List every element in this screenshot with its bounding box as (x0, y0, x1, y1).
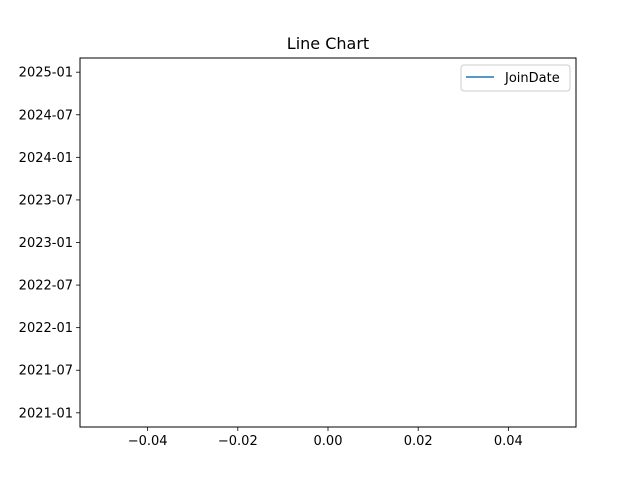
y-tick-label: 2021-01 (19, 406, 73, 421)
axes-frame (79, 57, 577, 428)
y-tick-label: 2022-07 (19, 279, 73, 294)
x-tick-label: −0.02 (218, 434, 258, 449)
y-tick-label: 2024-01 (19, 151, 73, 166)
legend-box (460, 64, 571, 92)
y-tick-label: 2022-01 (19, 321, 73, 336)
x-tick-label: 0.04 (494, 434, 523, 449)
y-tick-label: 2023-01 (19, 236, 73, 251)
legend: JoinDate (460, 64, 571, 92)
y-axis: 2021-01 2021-07 2022-01 2022-07 2023-01 2023-… (19, 66, 80, 421)
x-tick-label: −0.04 (128, 434, 168, 449)
y-tick-label: 2021-07 (19, 364, 73, 379)
y-tick-label: 2023-07 (19, 193, 73, 208)
x-tick-label: 0.00 (314, 434, 343, 449)
x-tick-label: 0.02 (404, 434, 433, 449)
y-tick-label: 2024-07 (19, 108, 73, 123)
y-tick-label: 2025-01 (19, 66, 73, 81)
chart-title: Line Chart (287, 34, 369, 53)
legend-label-joindate: JoinDate (504, 71, 560, 86)
plot-area (79, 57, 577, 428)
x-axis: −0.04 −0.02 0.00 0.02 0.04 (128, 427, 523, 449)
